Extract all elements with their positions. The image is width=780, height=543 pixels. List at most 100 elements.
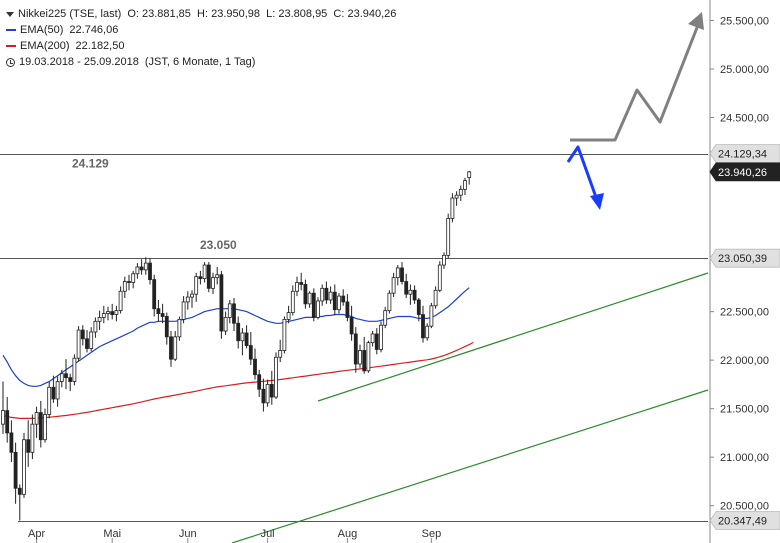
candle-body xyxy=(227,303,232,318)
candle xyxy=(278,339,283,363)
candle xyxy=(290,285,295,316)
candle-body xyxy=(131,273,136,283)
candle xyxy=(337,293,341,314)
price-tag: 23.940,26 xyxy=(709,162,780,182)
candle-body xyxy=(362,350,367,372)
candle-body xyxy=(429,305,434,327)
candle xyxy=(38,400,43,448)
candle-body xyxy=(110,311,115,315)
candle-body xyxy=(139,266,144,271)
candle xyxy=(43,408,47,443)
chart-legend: Nikkei225 (TSE, last) O: 23.881,85 H: 23… xyxy=(6,6,396,70)
candle xyxy=(282,316,287,354)
candle xyxy=(244,325,249,349)
candle xyxy=(177,316,182,341)
candle-body xyxy=(307,292,312,305)
trend-lines xyxy=(231,272,709,543)
candle xyxy=(395,265,400,286)
period-range: 19.03.2018 - 25.09.2018 xyxy=(19,56,139,68)
candle xyxy=(118,286,123,314)
x-axis: Apr Mai Jun Jul Aug Sep xyxy=(28,528,441,543)
candle xyxy=(173,331,178,362)
candle-body xyxy=(30,423,35,453)
price-tag-bg xyxy=(709,144,780,163)
ohlc-readout: O: 23.881,85 H: 23.950,98 L: 23.808,95 C… xyxy=(127,8,397,20)
candle xyxy=(13,442,18,504)
candle-body xyxy=(34,412,39,425)
x-tick-label: Sep xyxy=(422,528,442,540)
candle xyxy=(26,420,31,467)
candle xyxy=(265,379,270,407)
candle-body xyxy=(169,336,173,360)
candle-body xyxy=(194,276,199,295)
candle-body xyxy=(337,295,341,311)
y-tick-label: 25.000,00 xyxy=(720,64,769,76)
candle xyxy=(274,352,278,399)
candle xyxy=(198,270,203,285)
candle-body xyxy=(290,290,295,313)
candle-body xyxy=(1,410,5,425)
candle xyxy=(345,294,350,322)
candle xyxy=(416,298,421,322)
candle xyxy=(269,370,274,405)
candle xyxy=(64,359,68,390)
candle-body xyxy=(269,384,274,398)
candle-body xyxy=(467,171,472,178)
candle xyxy=(22,432,26,498)
price-tag: 23.050,39 xyxy=(709,248,780,268)
x-tick-label: Jul xyxy=(261,528,275,540)
candle-body xyxy=(374,333,379,350)
candle-body xyxy=(387,292,392,312)
candle-body xyxy=(118,290,123,312)
candle-body xyxy=(404,281,409,295)
candle xyxy=(219,270,224,339)
candle xyxy=(458,185,463,201)
candle xyxy=(106,306,110,321)
trendline-lower xyxy=(231,389,709,543)
ema50-swatch xyxy=(6,29,16,31)
candle-body xyxy=(85,338,89,349)
candle-body xyxy=(240,332,245,342)
candle-body xyxy=(43,414,47,441)
candle-body xyxy=(282,318,287,351)
candle xyxy=(169,331,173,367)
candle xyxy=(320,284,325,306)
candle-body xyxy=(328,291,333,301)
candle-body xyxy=(295,282,299,292)
x-tick-label: Aug xyxy=(338,528,358,540)
candle xyxy=(202,262,207,283)
candle xyxy=(9,420,14,463)
legend-row-ema50: EMA(50) 22.746,06 xyxy=(6,22,396,38)
candle xyxy=(349,305,354,341)
candle xyxy=(248,331,253,365)
x-tick-label: Mai xyxy=(103,528,121,540)
candle-body xyxy=(244,332,249,346)
candle-body xyxy=(177,318,182,338)
candle-body xyxy=(215,274,220,279)
candle xyxy=(286,305,291,324)
candle-body xyxy=(202,264,207,280)
chevron-down-icon[interactable] xyxy=(6,11,14,17)
y-tick-label: 22.500,00 xyxy=(720,307,769,319)
candle xyxy=(404,273,409,299)
candle xyxy=(215,266,220,285)
candle-body xyxy=(353,333,358,365)
candle xyxy=(328,286,333,304)
candle-body xyxy=(114,310,119,315)
candle-body xyxy=(316,300,320,318)
ema200-line xyxy=(2,341,474,419)
candle-body xyxy=(160,313,165,317)
candle xyxy=(324,281,329,304)
y-tick-label: 21.000,00 xyxy=(720,452,769,464)
candle-body xyxy=(454,194,459,199)
candle xyxy=(101,305,106,324)
candle-body xyxy=(391,277,396,294)
candle xyxy=(232,298,236,332)
ema200-swatch xyxy=(6,45,16,47)
candle-body xyxy=(345,301,350,318)
candle-body xyxy=(253,358,257,376)
candle xyxy=(181,296,186,324)
candle-body xyxy=(265,384,270,404)
candle xyxy=(316,297,320,320)
